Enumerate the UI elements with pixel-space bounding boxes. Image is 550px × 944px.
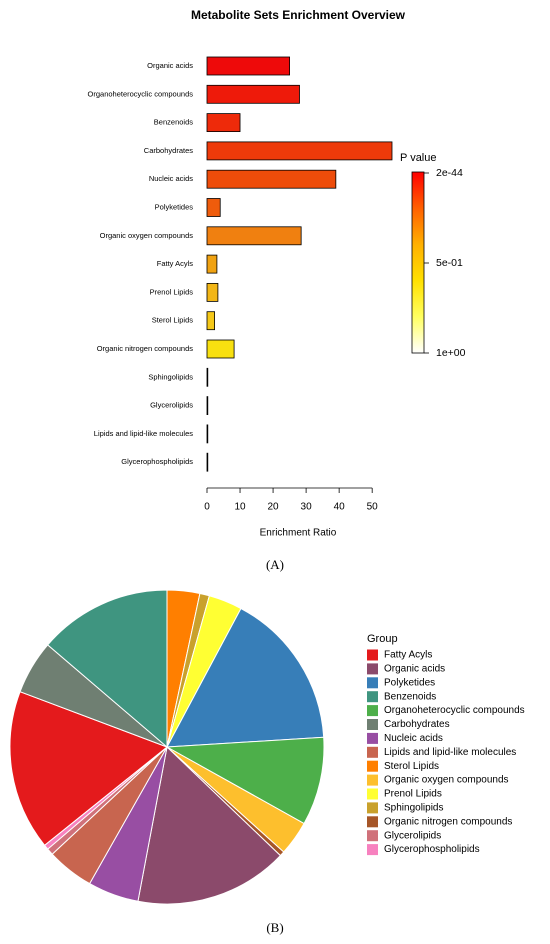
y-tick-label: Sterol Lipids: [152, 316, 194, 325]
bar: [206, 396, 209, 416]
bar: [206, 311, 215, 331]
bar: [206, 226, 302, 246]
bar: [206, 84, 300, 104]
y-tick-label: Fatty Acyls: [157, 259, 194, 268]
bar: [206, 198, 221, 217]
bar: [206, 254, 218, 274]
legend-label: Glycerophospholipids: [384, 844, 480, 855]
pie-slice: [137, 746, 282, 905]
chart-title: Metabolite Sets Enrichment Overview: [191, 8, 406, 22]
y-tick-label: Benzenoids: [154, 118, 193, 127]
legend-swatch: [367, 663, 378, 675]
bar: [206, 424, 209, 444]
legend-swatch: [367, 649, 378, 661]
legend-label: Benzenoids: [384, 691, 436, 702]
legend-swatch: [367, 774, 378, 786]
bar: [206, 367, 209, 387]
legend-label: Organic acids: [384, 664, 445, 675]
colorbar: [411, 171, 425, 354]
x-tick-label: 40: [334, 502, 346, 513]
legend-swatch: [367, 816, 378, 828]
legend-swatch: [367, 677, 378, 689]
legend-label: Organic nitrogen compounds: [384, 816, 512, 827]
legend-swatch: [367, 844, 378, 856]
legend-title: Group: [367, 633, 398, 645]
legend-swatch: [367, 691, 378, 703]
y-tick-label: Glycerophospholipids: [121, 457, 193, 466]
caption: (A): [266, 557, 284, 572]
x-tick-label: 0: [204, 502, 210, 513]
legend-label: Nucleic acids: [384, 733, 443, 744]
y-tick-label: Carbohydrates: [144, 146, 193, 155]
legend-swatch: [367, 760, 378, 772]
bar: [206, 141, 393, 161]
y-tick-label: Lipids and lipid-like molecules: [94, 429, 193, 438]
legend-swatch: [367, 788, 378, 800]
x-tick-label: 10: [234, 502, 246, 513]
legend-label: Sterol Lipids: [384, 761, 439, 772]
y-tick-label: Organic nitrogen compounds: [97, 344, 194, 353]
legend-swatch: [367, 732, 378, 744]
bar: [206, 113, 241, 132]
legend-label: Sphingolipids: [384, 803, 444, 814]
bar: [206, 452, 209, 472]
legend-label: Glycerolipids: [384, 830, 441, 841]
colorbar-tick-label: 1e+00: [436, 347, 466, 359]
colorbar-tick-label: 5e-01: [436, 257, 463, 269]
pie-slice: [166, 607, 325, 748]
bar: [206, 339, 235, 359]
x-tick-label: 20: [268, 502, 280, 513]
colorbar-title: P value: [400, 152, 437, 164]
bar: [206, 56, 290, 76]
y-tick-label: Polyketides: [155, 202, 194, 211]
colorbar-tick-label: 2e-44: [436, 167, 463, 179]
pie-slice: [9, 691, 168, 847]
x-tick-label: 50: [367, 502, 379, 513]
legend-label: Polyketides: [384, 677, 435, 688]
y-tick-label: Prenol Lipids: [150, 287, 194, 296]
legend-swatch: [367, 802, 378, 814]
legend-label: Fatty Acyls: [384, 650, 432, 661]
legend-swatch: [367, 746, 378, 758]
y-tick-label: Organic acids: [147, 61, 193, 70]
legend-swatch: [367, 705, 378, 717]
legend-label: Organoheterocyclic compounds: [384, 705, 525, 716]
y-tick-label: Organoheterocyclic compounds: [88, 89, 194, 98]
legend-label: Carbohydrates: [384, 719, 450, 730]
x-tick-label: 30: [301, 502, 313, 513]
legend-label: Prenol Lipids: [384, 789, 442, 800]
legend-label: Organic oxygen compounds: [384, 775, 509, 786]
legend-swatch: [367, 830, 378, 842]
legend-swatch: [367, 719, 378, 730]
legend-label: Lipids and lipid-like molecules: [384, 747, 516, 758]
bar: [206, 169, 337, 189]
y-tick-label: Glycerolipids: [150, 401, 193, 410]
y-tick-label: Organic oxygen compounds: [100, 231, 194, 240]
caption: (B): [266, 920, 283, 935]
bar: [206, 282, 219, 302]
y-tick-label: Nucleic acids: [149, 174, 193, 183]
pie-slice: [165, 736, 325, 825]
y-tick-label: Sphingolipids: [148, 372, 193, 381]
pie-slice: [47, 589, 168, 749]
x-axis-label: Enrichment Ratio: [260, 528, 337, 539]
